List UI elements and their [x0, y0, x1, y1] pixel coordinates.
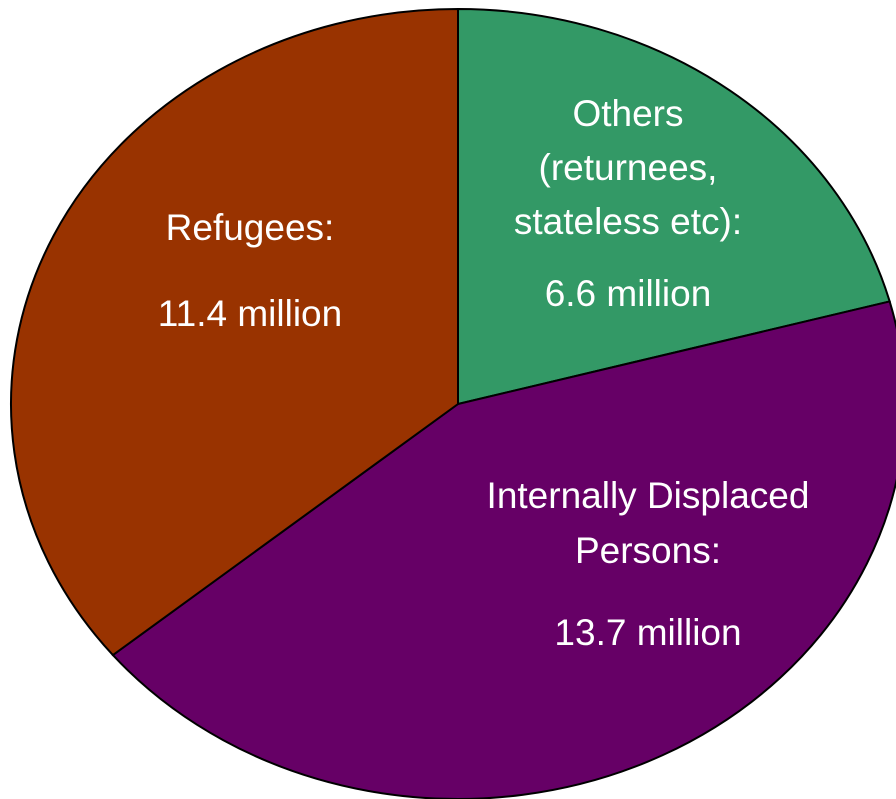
idp-label-line-1: Internally Displaced	[487, 475, 810, 516]
refugees-value-label: 11.4 million	[158, 293, 342, 334]
pie-slice-refugees	[10, 7, 459, 657]
slice-label-others: Others (returnees, stateless etc): 6.6 m…	[514, 93, 742, 314]
pie-slice-internally-displaced-persons	[111, 300, 896, 799]
others-label-line-1: Others	[572, 93, 683, 134]
slice-label-refugees: Refugees: 11.4 million	[158, 207, 342, 334]
idp-label-line-2: Persons:	[575, 530, 721, 571]
others-value-label: 6.6 million	[545, 273, 712, 314]
others-label-line-3: stateless etc):	[514, 201, 742, 242]
refugees-label-line-1: Refugees:	[166, 207, 335, 248]
slice-label-internally-displaced-persons: Internally Displaced Persons: 13.7 milli…	[487, 475, 810, 653]
pie-slice-others	[457, 7, 891, 406]
idp-value-label: 13.7 million	[554, 612, 741, 653]
others-label-line-2: (returnees,	[539, 147, 718, 188]
